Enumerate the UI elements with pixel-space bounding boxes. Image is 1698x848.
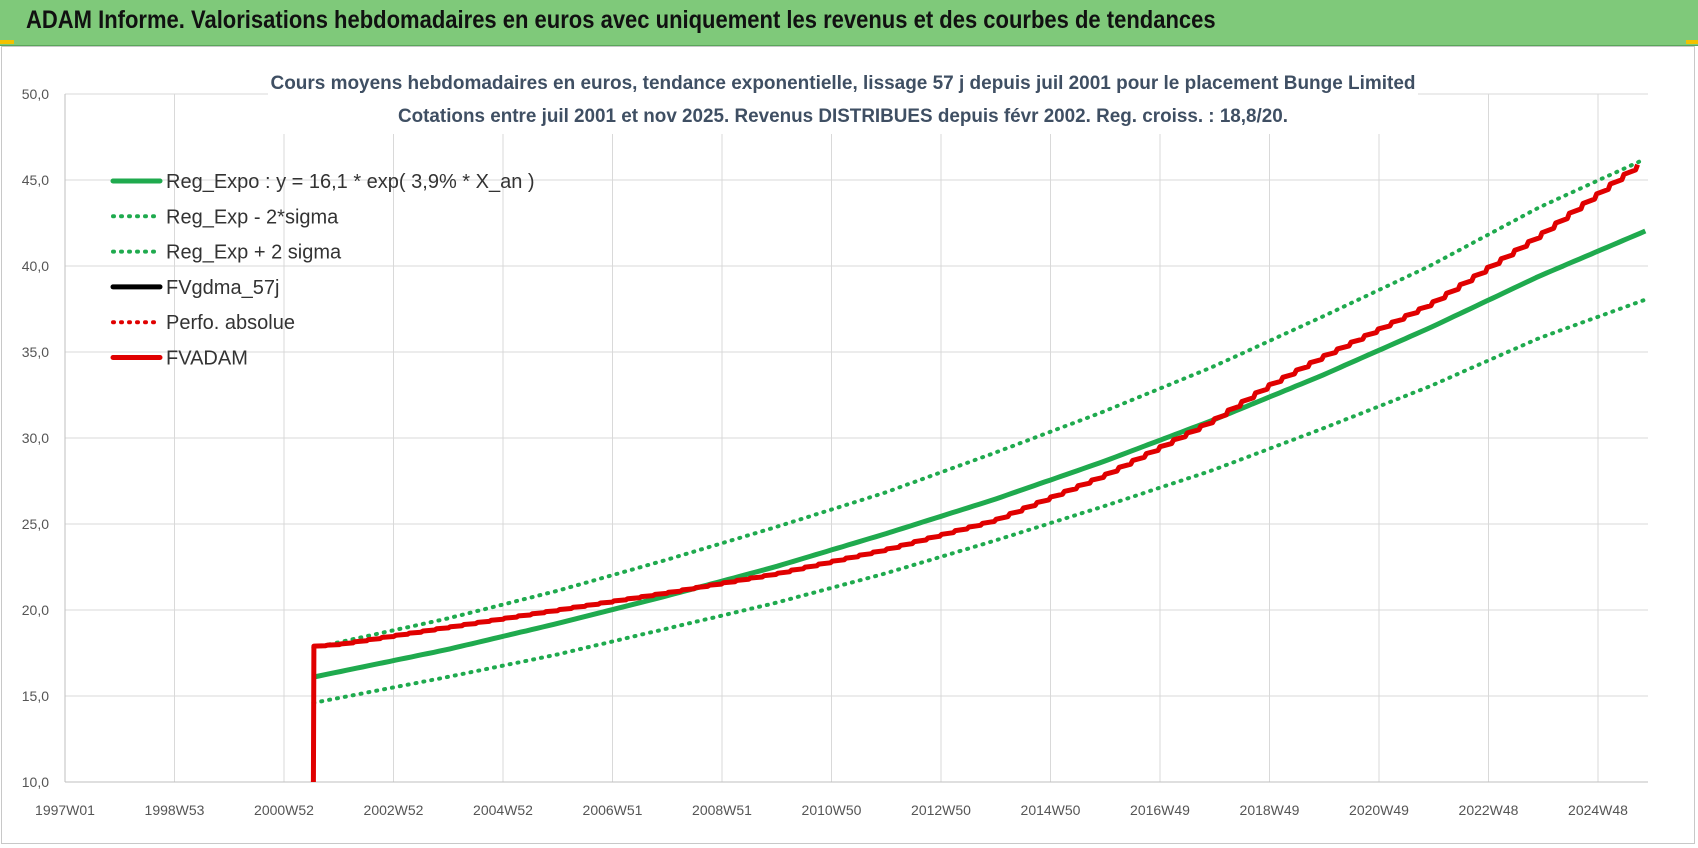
x-tick-label: 2006W51	[583, 802, 643, 818]
legend-label: Perfo. absolue	[166, 312, 295, 334]
series-lines	[310, 156, 1648, 783]
y-tick-label: 20,0	[22, 602, 49, 618]
series-line-reg-expo	[312, 228, 1647, 680]
legend: Reg_Expo : y = 16,1 * exp( 3,9% * X_an )…	[110, 171, 535, 370]
legend-label: Reg_Exp - 2*sigma	[166, 206, 339, 228]
report-header: ADAM Informe. Valorisations hebdomadaire…	[0, 0, 1698, 46]
legend-label: FVADAM	[166, 348, 248, 370]
chart-frame	[1, 46, 1695, 844]
chart-title-backing	[268, 62, 1418, 134]
x-tick-label: 2020W49	[1349, 802, 1409, 818]
y-tick-label: 30,0	[22, 430, 49, 446]
grid-lines	[65, 93, 1648, 783]
x-tick-label: 2002W52	[364, 802, 424, 818]
x-tick-label: 2004W52	[473, 802, 533, 818]
report-title: ADAM Informe. Valorisations hebdomadaire…	[26, 6, 1216, 34]
y-tick-label: 25,0	[22, 516, 49, 532]
series-line-reg-exp-plus-2-sigma	[311, 156, 1648, 650]
chart-title-line: Cours moyens hebdomadaires en euros, ten…	[271, 73, 1416, 94]
series-line-fvadam	[310, 163, 1640, 783]
y-tick-label: 40,0	[22, 258, 49, 274]
legend-label: FVgdma_57j	[166, 277, 279, 299]
y-tick-label: 35,0	[22, 344, 49, 360]
legend-label: Reg_Exp + 2 sigma	[166, 242, 342, 264]
y-tick-label: 15,0	[22, 688, 49, 704]
y-tick-label: 10,0	[22, 774, 49, 790]
axes: 10,0 15,0 20,0 25,0 30,0 35,0 40,0 45,0 50,0 1997…	[22, 86, 1648, 818]
legend-label: Reg_Expo : y = 16,1 * exp( 3,9% * X_an )	[166, 171, 535, 193]
x-tick-label: 1998W53	[145, 802, 205, 818]
x-tick-label: 2000W52	[254, 802, 314, 818]
chart-title-line: Cotations entre juil 2001 et nov 2025. R…	[398, 106, 1288, 127]
y-tick-label: 50,0	[22, 86, 49, 102]
corner-mark-right	[1686, 40, 1698, 44]
x-tick-label: 2022W48	[1459, 802, 1519, 818]
x-tick-label: 1997W01	[35, 802, 95, 818]
x-tick-label: 2014W50	[1021, 802, 1081, 818]
chart-title: Cours moyens hebdomadaires en euros, ten…	[268, 62, 1418, 134]
x-tick-label: 2008W51	[692, 802, 752, 818]
x-tick-label: 2024W48	[1568, 802, 1628, 818]
x-tick-label: 2010W50	[802, 802, 862, 818]
y-tick-label: 45,0	[22, 172, 49, 188]
x-tick-label: 2018W49	[1240, 802, 1300, 818]
series-line-reg-exp-minus-2-sigma	[311, 297, 1648, 705]
x-tick-label: 2012W50	[911, 802, 971, 818]
x-tick-label: 2016W49	[1130, 802, 1190, 818]
corner-mark-left	[0, 40, 14, 44]
